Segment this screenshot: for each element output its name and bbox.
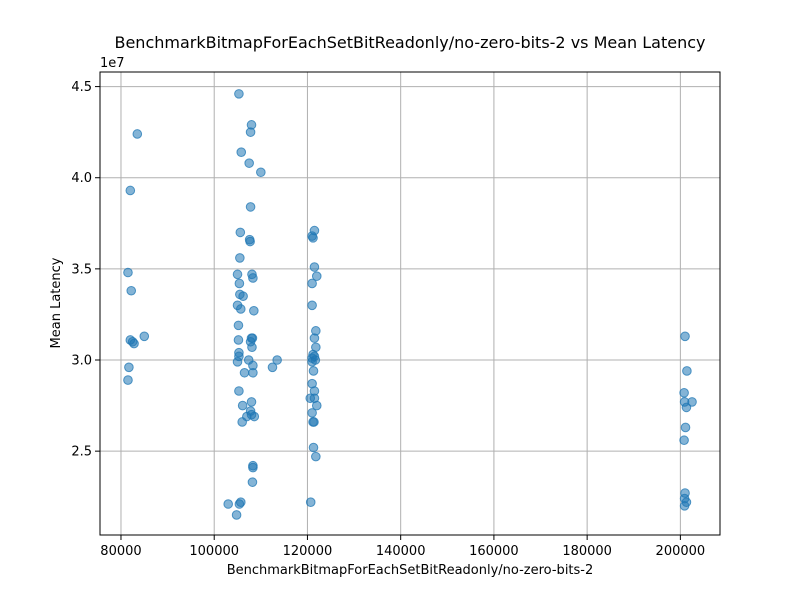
data-point — [307, 278, 317, 289]
data-point — [307, 300, 317, 311]
data-point — [311, 451, 321, 462]
x-tick-label: 100000 — [189, 544, 239, 559]
data-point — [236, 147, 247, 158]
data-point — [249, 305, 259, 316]
x-tick-label: 200000 — [656, 544, 706, 559]
data-point — [247, 342, 257, 353]
x-tick-label: 80000 — [100, 544, 141, 559]
data-point — [235, 304, 246, 314]
data-point — [139, 331, 150, 342]
data-point — [311, 271, 322, 281]
x-tick-label: 160000 — [469, 544, 519, 559]
data-point — [248, 367, 258, 378]
y-tick-label: 4.5 — [71, 80, 92, 95]
data-point — [307, 357, 317, 367]
data-point — [308, 233, 318, 243]
data-point — [245, 202, 256, 212]
data-point — [234, 499, 245, 509]
data-points — [123, 89, 697, 520]
data-point — [234, 386, 244, 396]
data-point — [681, 402, 692, 413]
y-axis-offset-label: 1e7 — [100, 56, 125, 71]
data-point — [248, 273, 258, 283]
data-point — [308, 417, 318, 427]
data-point — [248, 462, 258, 473]
data-point — [237, 417, 247, 427]
data-point — [246, 397, 257, 407]
data-point — [234, 278, 245, 289]
data-point — [235, 227, 246, 238]
data-point — [308, 366, 319, 376]
data-point — [245, 236, 255, 247]
data-point — [308, 442, 319, 453]
data-point — [234, 89, 244, 99]
data-point — [124, 362, 134, 373]
data-point — [267, 362, 278, 373]
data-point — [679, 388, 689, 398]
data-point — [223, 499, 233, 509]
data-point — [307, 408, 317, 418]
y-tick-label: 4.0 — [71, 171, 92, 186]
data-point — [680, 331, 690, 342]
y-axis: 2.5 3.0 3.5 4.0 4.5 — [71, 80, 100, 460]
data-point — [233, 335, 244, 345]
data-point — [245, 127, 256, 137]
x-tick-label: 180000 — [562, 544, 612, 559]
y-tick-label: 3.5 — [71, 262, 92, 277]
data-point — [679, 435, 689, 446]
x-axis: 80000 100000 120000 140000 160000 180000 20000… — [100, 535, 705, 559]
plot-frame — [99, 71, 721, 536]
data-point — [129, 338, 139, 349]
grid-lines — [100, 72, 720, 535]
data-point — [126, 285, 137, 296]
data-point — [256, 167, 266, 178]
x-axis-label: BenchmarkBitmapForEachSetBitReadonly/no-… — [227, 563, 594, 578]
x-tick-label: 120000 — [283, 544, 333, 559]
data-point — [123, 267, 133, 278]
data-point — [682, 366, 692, 376]
data-point — [247, 477, 258, 487]
data-point — [231, 510, 242, 520]
data-point — [238, 291, 248, 302]
data-point — [679, 501, 690, 511]
data-point — [305, 497, 316, 507]
data-point — [132, 129, 143, 139]
y-tick-label: 2.5 — [71, 445, 92, 460]
data-point — [309, 333, 320, 343]
data-point — [272, 355, 282, 365]
data-point — [311, 400, 322, 411]
data-point — [232, 269, 243, 280]
data-point — [123, 375, 133, 385]
data-point — [233, 320, 244, 331]
data-point — [680, 422, 691, 433]
y-tick-label: 3.0 — [71, 354, 92, 369]
data-point — [244, 158, 254, 168]
x-tick-label: 140000 — [376, 544, 426, 559]
data-point — [237, 400, 248, 411]
chart-title: BenchmarkBitmapForEachSetBitReadonly/no-… — [114, 33, 705, 52]
data-point — [249, 411, 260, 422]
data-point — [125, 185, 136, 196]
data-point — [309, 262, 320, 272]
data-point — [239, 367, 250, 378]
data-point — [235, 253, 245, 263]
y-axis-label: Mean Latency — [49, 257, 64, 348]
data-point — [232, 357, 243, 367]
